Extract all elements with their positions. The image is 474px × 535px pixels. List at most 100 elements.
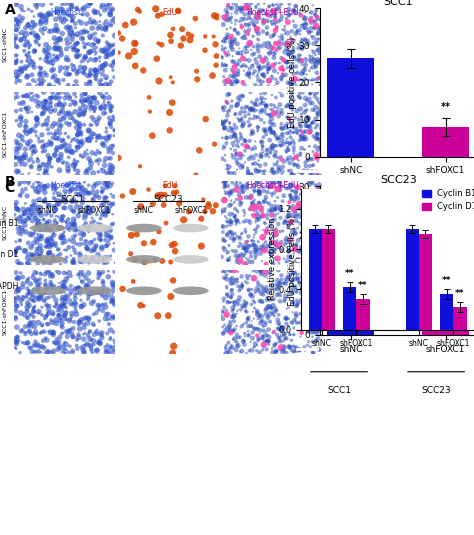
Point [94, 36, 101, 45]
Point [270, 101, 278, 109]
Point [102, 134, 110, 142]
Point [18, 224, 26, 233]
Point [316, 55, 324, 64]
Point [269, 141, 277, 149]
Point [255, 187, 263, 196]
Point [42, 257, 50, 266]
Point [51, 135, 59, 143]
Point [13, 73, 21, 82]
Point [82, 221, 90, 230]
Point [274, 316, 282, 324]
Point [228, 267, 236, 276]
Point [238, 62, 246, 71]
Point [301, 20, 308, 28]
Point [278, 171, 286, 179]
Point [309, 202, 317, 210]
Point [81, 67, 88, 76]
Point [42, 41, 50, 49]
Point [105, 178, 113, 187]
Point [249, 114, 257, 123]
Point [247, 192, 255, 200]
Point [254, 209, 262, 218]
Point [109, 141, 117, 150]
Point [257, 204, 264, 212]
Point [261, 218, 268, 227]
Point [66, 0, 74, 8]
Point [38, 110, 46, 119]
Point [12, 17, 19, 25]
Point [266, 318, 274, 327]
Point [251, 187, 259, 195]
Point [311, 17, 319, 26]
Point [228, 218, 235, 226]
Point [260, 342, 267, 351]
Point [295, 115, 303, 124]
Point [73, 189, 80, 197]
Point [311, 254, 319, 262]
Point [297, 123, 305, 131]
Point [250, 314, 257, 323]
Point [39, 103, 47, 112]
Point [85, 189, 92, 197]
Point [14, 144, 22, 152]
Point [71, 135, 78, 143]
Point [67, 281, 75, 290]
Point [30, 180, 37, 188]
Text: Cyclin B1: Cyclin B1 [0, 219, 18, 228]
Point [75, 143, 82, 151]
Point [264, 11, 272, 19]
Point [10, 35, 18, 44]
Point [45, 269, 52, 277]
Point [82, 90, 90, 99]
Point [296, 131, 304, 140]
Point [253, 178, 261, 186]
Point [241, 147, 249, 155]
Point [42, 46, 50, 55]
Point [231, 69, 239, 78]
Point [57, 99, 65, 108]
Point [76, 286, 83, 295]
Point [223, 230, 231, 239]
Point [293, 300, 301, 308]
Point [287, 101, 294, 110]
Point [314, 110, 322, 119]
Point [79, 153, 86, 162]
Point [310, 48, 318, 57]
Point [277, 133, 284, 141]
Point [280, 192, 288, 200]
Point [18, 160, 25, 169]
Point [60, 13, 68, 22]
Point [226, 253, 234, 261]
Point [275, 33, 283, 41]
Point [84, 40, 92, 48]
Point [36, 63, 43, 71]
Point [306, 258, 314, 267]
Point [44, 181, 52, 190]
Point [86, 47, 94, 56]
Point [72, 160, 80, 169]
Point [275, 165, 283, 173]
Point [293, 28, 301, 36]
Point [266, 12, 274, 21]
Point [158, 10, 165, 19]
Point [310, 33, 317, 42]
Point [71, 44, 79, 53]
Point [22, 24, 29, 32]
Point [19, 210, 27, 218]
Point [241, 340, 248, 349]
Point [315, 34, 323, 43]
Point [248, 204, 256, 212]
Point [282, 177, 290, 186]
Point [110, 281, 118, 289]
Point [68, 110, 75, 118]
Point [272, 280, 279, 289]
Ellipse shape [126, 286, 162, 295]
Point [239, 243, 247, 252]
Point [33, 114, 41, 123]
Point [57, 35, 64, 44]
Point [16, 71, 23, 79]
Point [286, 180, 294, 189]
Point [13, 0, 21, 7]
Point [111, 312, 118, 321]
Point [81, 120, 88, 129]
